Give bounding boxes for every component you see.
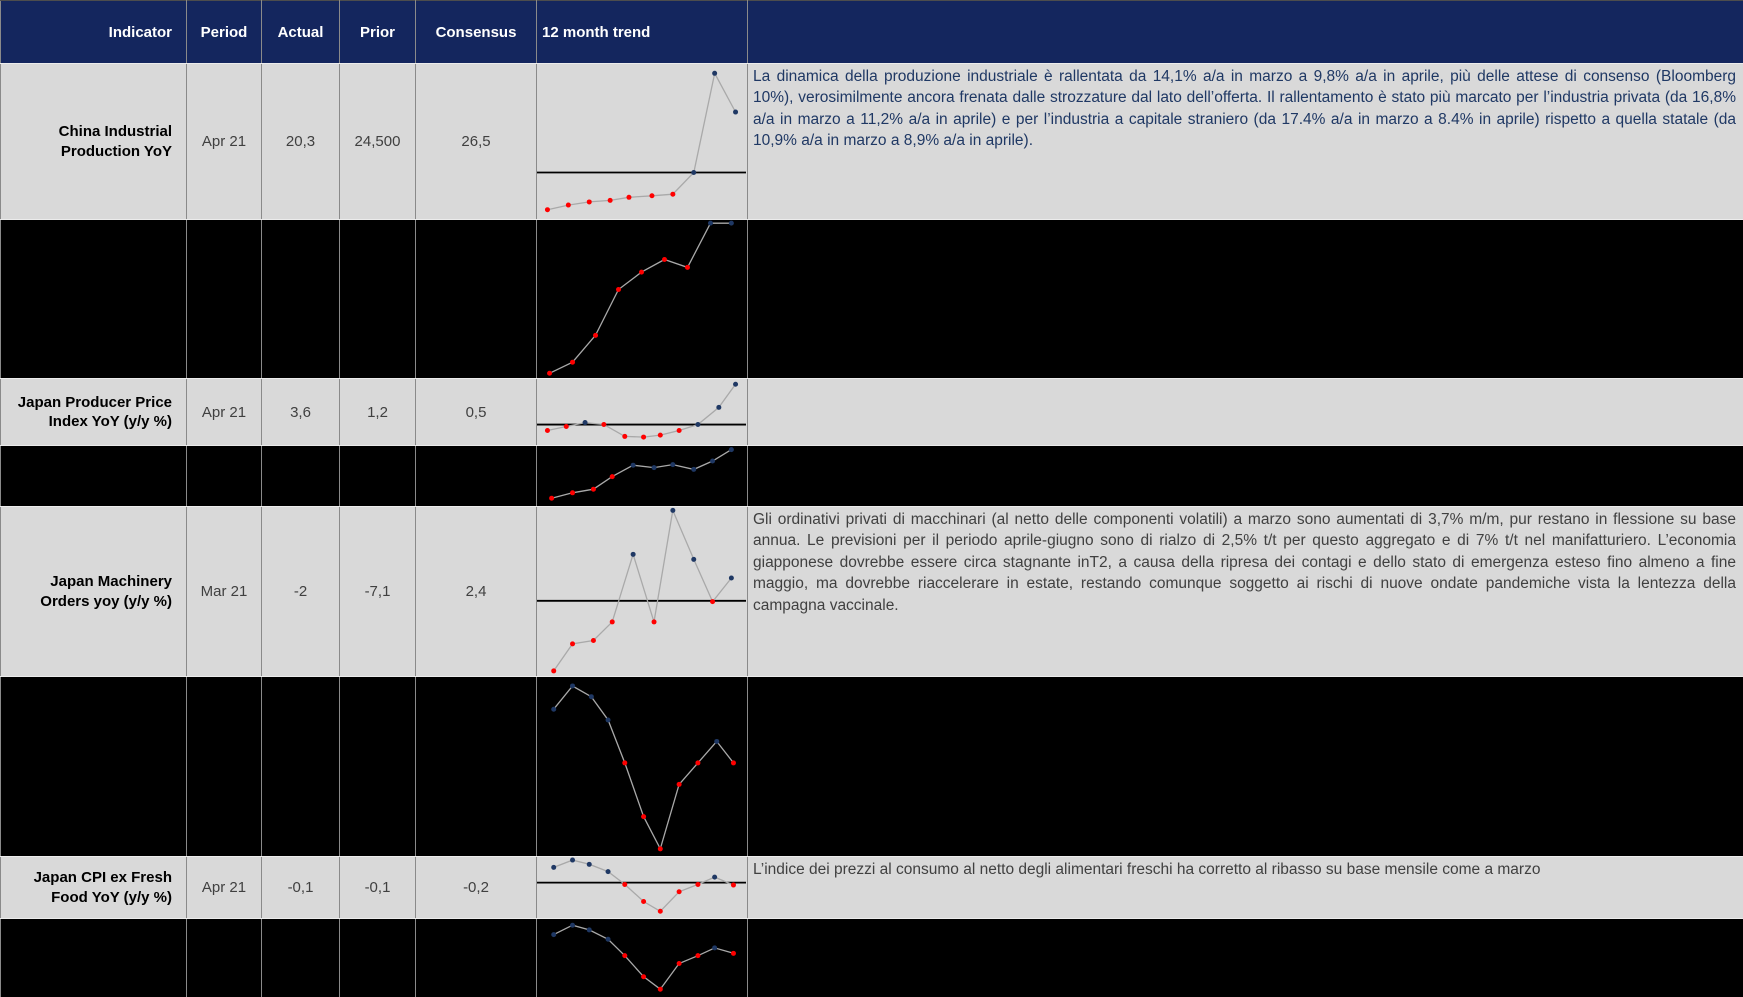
sparkline-chart: [537, 857, 746, 914]
prior-cell: -0,1: [339, 856, 416, 919]
column-header-indicator: Indicator: [0, 0, 187, 64]
prior-cell: [339, 918, 416, 997]
prior-cell: 24,500: [339, 63, 416, 220]
indicator-cell: [0, 445, 187, 507]
commentary-cell: [747, 676, 1743, 857]
indicator-cell: Japan Producer Price Index YoY (y/y %): [0, 378, 187, 446]
row-china-industrial-production: China Industrial Production YoY Apr 21 2…: [0, 63, 1743, 220]
period-cell: Apr 21: [186, 63, 262, 220]
sparkline-chart: [549, 447, 734, 501]
period-cell: [186, 219, 262, 379]
period-cell: [186, 445, 262, 507]
row-chart-spacer: [0, 918, 1743, 997]
consensus-cell: 0,5: [415, 378, 537, 446]
column-header-actual: Actual: [261, 0, 340, 64]
indicator-cell: [0, 918, 187, 997]
commentary-cell: La dinamica della produzione industriale…: [747, 63, 1743, 220]
commentary-cell: L’indice dei prezzi al consumo al netto …: [747, 856, 1743, 919]
row-chart-spacer: [0, 445, 1743, 507]
column-header-period: Period: [186, 0, 262, 64]
column-header-consensus: Consensus: [415, 0, 537, 64]
trend-cell: [536, 676, 748, 857]
period-cell: Apr 21: [186, 378, 262, 446]
prior-cell: [339, 445, 416, 507]
trend-cell: [536, 856, 748, 919]
period-cell: Mar 21: [186, 506, 262, 677]
commentary-cell: [747, 918, 1743, 997]
sparkline-chart: [537, 70, 746, 213]
row-chart-spacer: [0, 219, 1743, 379]
consensus-cell: 26,5: [415, 63, 537, 220]
indicator-cell: [0, 676, 187, 857]
column-header-trend: 12 month trend: [536, 0, 748, 64]
commentary-cell: Gli ordinativi privati di macchinari (al…: [747, 506, 1743, 677]
trend-cell: [536, 506, 748, 677]
indicator-cell: Japan Machinery Orders yoy (y/y %): [0, 506, 187, 677]
trend-cell: [536, 918, 748, 997]
actual-cell: 3,6: [261, 378, 340, 446]
consensus-cell: [415, 918, 537, 997]
column-header-commentary: [747, 0, 1743, 64]
row-japan-cpi-ex-fresh-food: Japan CPI ex Fresh Food YoY (y/y %) Apr …: [0, 856, 1743, 919]
sparkline-chart: [537, 381, 746, 440]
consensus-cell: -0,2: [415, 856, 537, 919]
commentary-cell: [747, 378, 1743, 446]
header-row: Indicator Period Actual Prior Consensus …: [0, 0, 1743, 64]
actual-cell: [261, 676, 340, 857]
commentary-cell: [747, 445, 1743, 507]
sparkline-chart: [537, 507, 746, 674]
consensus-cell: [415, 219, 537, 379]
prior-cell: -7,1: [339, 506, 416, 677]
actual-cell: [261, 445, 340, 507]
row-chart-spacer: [0, 676, 1743, 857]
prior-cell: 1,2: [339, 378, 416, 446]
sparkline-chart: [551, 922, 736, 992]
trend-cell: [536, 63, 748, 220]
indicator-cell: [0, 219, 187, 379]
commentary-cell: [747, 219, 1743, 379]
consensus-cell: [415, 445, 537, 507]
trend-cell: [536, 219, 748, 379]
indicator-cell: Japan CPI ex Fresh Food YoY (y/y %): [0, 856, 187, 919]
period-cell: Apr 21: [186, 856, 262, 919]
row-japan-machinery-orders: Japan Machinery Orders yoy (y/y %) Mar 2…: [0, 506, 1743, 677]
prior-cell: [339, 676, 416, 857]
sparkline-chart: [551, 683, 736, 852]
actual-cell: [261, 219, 340, 379]
trend-cell: [536, 378, 748, 446]
trend-cell: [536, 445, 748, 507]
consensus-cell: 2,4: [415, 506, 537, 677]
actual-cell: -0,1: [261, 856, 340, 919]
actual-cell: [261, 918, 340, 997]
sparkline-chart: [547, 220, 734, 376]
period-cell: [186, 918, 262, 997]
actual-cell: 20,3: [261, 63, 340, 220]
consensus-cell: [415, 676, 537, 857]
row-japan-producer-price-index: Japan Producer Price Index YoY (y/y %) A…: [0, 378, 1743, 446]
indicator-cell: China Industrial Production YoY: [0, 63, 187, 220]
prior-cell: [339, 219, 416, 379]
period-cell: [186, 676, 262, 857]
actual-cell: -2: [261, 506, 340, 677]
column-header-prior: Prior: [339, 0, 416, 64]
